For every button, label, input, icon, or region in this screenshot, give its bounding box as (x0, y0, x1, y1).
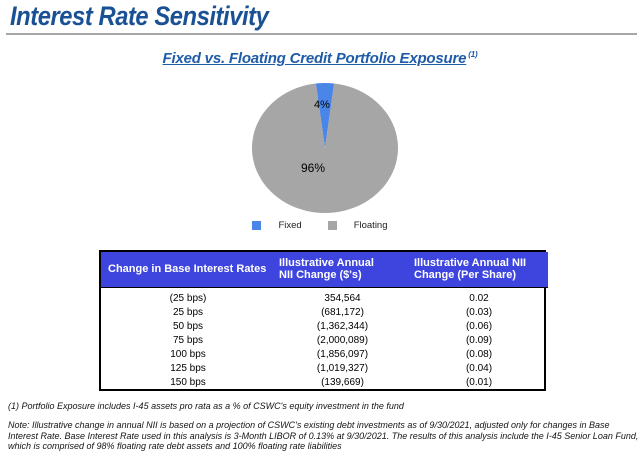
legend-swatch-fixed (252, 221, 262, 230)
rate-sensitivity-table: Change in Base Interest Rates Illustrati… (99, 250, 548, 391)
table-cell: (1,856,097) (316, 348, 369, 360)
pie-slice-fixed (315, 82, 335, 148)
table-cell: (681,172) (321, 306, 364, 318)
legend-item-fixed: Fixed (252, 220, 302, 231)
table-row: 125 bps (1,019,327) (0.04) (101, 361, 548, 375)
table-row: 100 bps (1,856,097) (0.08) (101, 347, 548, 361)
chart-title: Fixed vs. Floating Credit Portfolio Expo… (0, 50, 640, 67)
page-title: Interest Rate Sensitivity (10, 1, 269, 31)
footnote-ref-1: (1) (468, 50, 478, 59)
table-cell: 125 bps (170, 362, 206, 374)
pie-slice-floating (252, 83, 398, 213)
table-cell: (0.01) (465, 376, 493, 388)
footnote-note: Note: Illustrative change in annual NII … (8, 420, 639, 451)
chart-title-text: Fixed vs. Floating Credit Portfolio Expo… (162, 50, 467, 67)
table-cell: 150 bps (170, 376, 206, 388)
legend-label: Fixed (278, 220, 302, 231)
table-cell: (1,019,327) (316, 362, 369, 374)
table-cell: (0.06) (465, 320, 493, 332)
table-cell: (0.09) (465, 334, 493, 346)
table-cell: (25 bps) (169, 292, 207, 304)
pie-chart (252, 82, 398, 213)
table-row: 25 bps (681,172) (0.03) (101, 305, 548, 319)
pie-label-fixed: 4% (314, 99, 330, 111)
legend-item-floating: Floating (327, 220, 388, 231)
chart-legend: Fixed Floating (0, 220, 640, 231)
table-cell: 75 bps (172, 334, 204, 346)
table-row: (25 bps) 354,564 0.02 (101, 288, 548, 306)
title-divider (6, 33, 637, 35)
table-row: 150 bps (139,669) (0.01) (101, 375, 548, 389)
legend-swatch-floating (327, 221, 337, 230)
column-header-change-in-base-rates: Change in Base Interest Rates (101, 252, 275, 288)
table-cell: (0.03) (465, 306, 493, 318)
table-cell: (0.04) (465, 362, 493, 374)
table-row: 50 bps (1,362,344) (0.06) (101, 319, 548, 333)
table-row: 75 bps (2,000,089) (0.09) (101, 333, 548, 347)
legend-label: Floating (353, 220, 388, 231)
footnote-1: (1) Portfolio Exposure includes I-45 ass… (8, 401, 404, 411)
table-cell: (1,362,344) (316, 320, 369, 332)
table-cell: 25 bps (172, 306, 204, 318)
table-header-row: Change in Base Interest Rates Illustrati… (101, 252, 548, 288)
pie-label-floating: 96% (300, 161, 326, 175)
table-cell: 50 bps (172, 320, 204, 332)
table-cell: 0.02 (469, 292, 489, 304)
table-cell: 100 bps (170, 348, 206, 360)
table-cell: (0.08) (465, 348, 493, 360)
table-cell: 354,564 (324, 292, 361, 304)
table-cell: (2,000,089) (316, 334, 369, 346)
table-cell: (139,669) (321, 376, 364, 388)
column-header-nii-change-dollars: Illustrative Annual NII Change ($'s) (275, 252, 410, 288)
column-header-nii-change-per-share: Illustrative Annual NII Change (Per Shar… (410, 252, 548, 288)
